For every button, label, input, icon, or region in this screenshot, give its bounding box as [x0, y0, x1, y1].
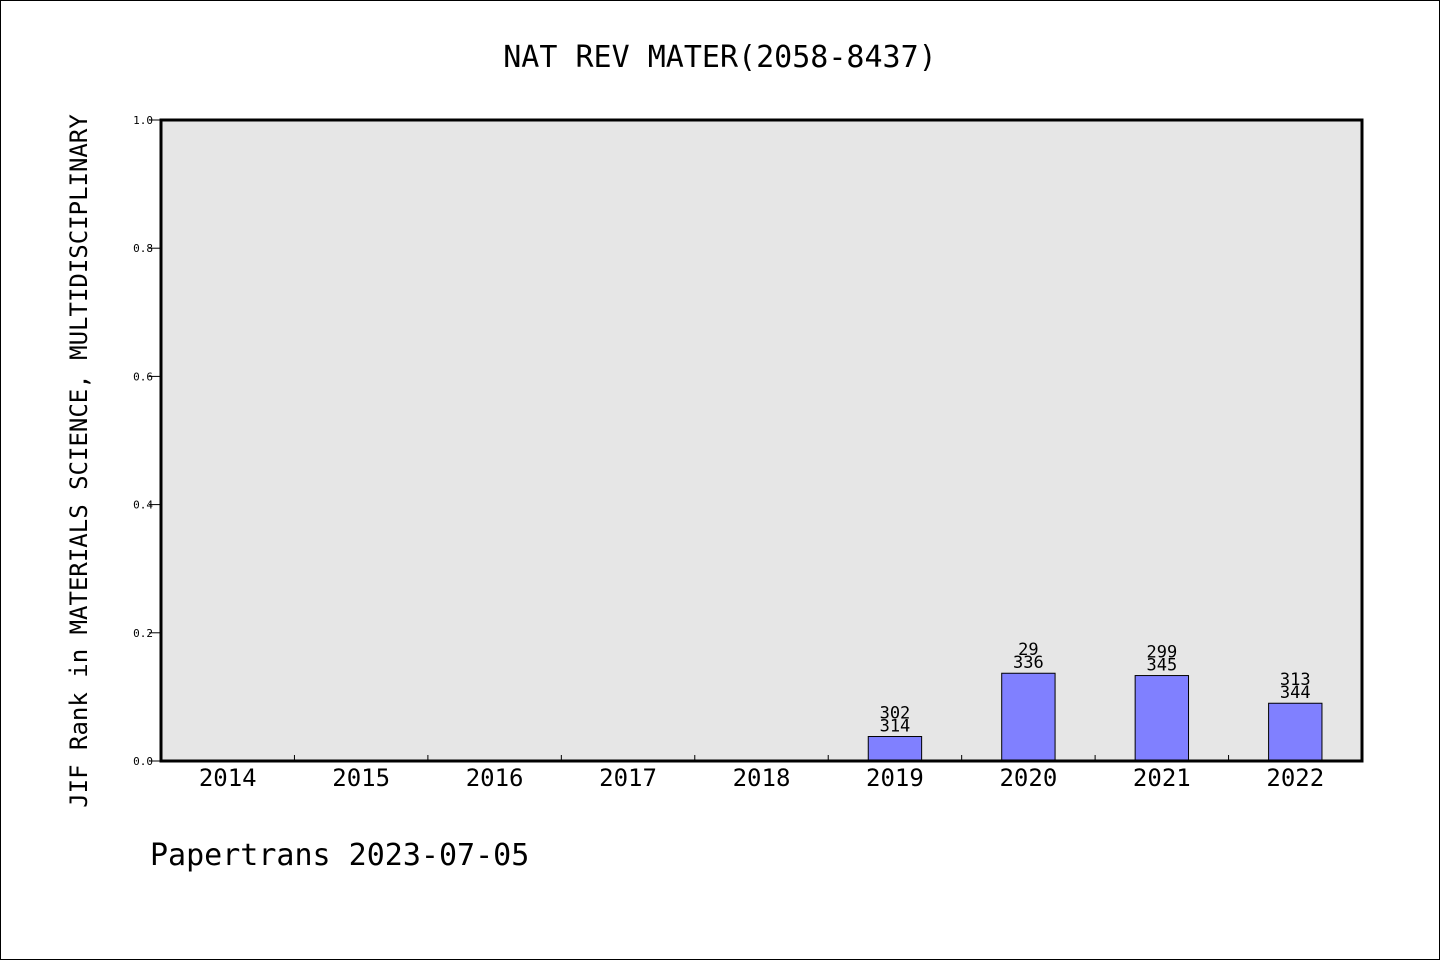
x-tick-label: 2014: [199, 764, 257, 792]
y-axis-label: JIF Rank in MATERIALS SCIENCE, MULTIDISC…: [65, 114, 93, 808]
chart-title: NAT REV MATER(2058-8437): [503, 40, 936, 75]
y-tick-label: 0.4: [133, 499, 153, 512]
y-tick-label: 0.8: [133, 242, 153, 255]
bar-rank-label: 299: [1146, 643, 1177, 663]
bar-total-label: 345: [1146, 656, 1177, 676]
bar-2022: [1268, 702, 1323, 762]
plot-area: [161, 120, 1362, 761]
x-tick-label: 2021: [1133, 764, 1191, 792]
bar-2020: [1001, 672, 1056, 762]
x-tick-label: 2019: [866, 764, 924, 792]
y-tick-label: 0.2: [133, 627, 153, 640]
x-ticks-group: 2014 2015 2016 2017 2018 2019 2020 2021 2022: [199, 755, 1324, 792]
y-ticks-group: 0.0 0.2 0.4 0.6 0.8 1.0: [133, 114, 160, 768]
bar-total-label: 336: [1013, 653, 1044, 673]
plot-border: [159, 118, 1364, 763]
bar-total-label: 344: [1280, 683, 1311, 703]
bar-rank-label: 313: [1280, 670, 1311, 690]
x-tick-label: 2017: [599, 764, 657, 792]
x-tick-label: 2022: [1266, 764, 1324, 792]
bar-rank-label: 29: [1018, 640, 1038, 660]
x-tick-label: 2020: [999, 764, 1057, 792]
y-tick-label: 0.6: [133, 370, 153, 383]
footer-credit: Papertrans 2023-07-05: [150, 838, 529, 873]
bar-2019: [867, 736, 923, 762]
bar-rank-label: 302: [880, 704, 911, 724]
x-tick-label: 2015: [332, 764, 390, 792]
bar-total-label: 314: [880, 717, 911, 737]
y-tick-label: 1.0: [133, 114, 153, 127]
x-tick-label: 2016: [466, 764, 524, 792]
bar-2021: [1134, 675, 1190, 762]
y-tick-label: 0.0: [133, 755, 153, 768]
x-tick-label: 2018: [733, 764, 791, 792]
